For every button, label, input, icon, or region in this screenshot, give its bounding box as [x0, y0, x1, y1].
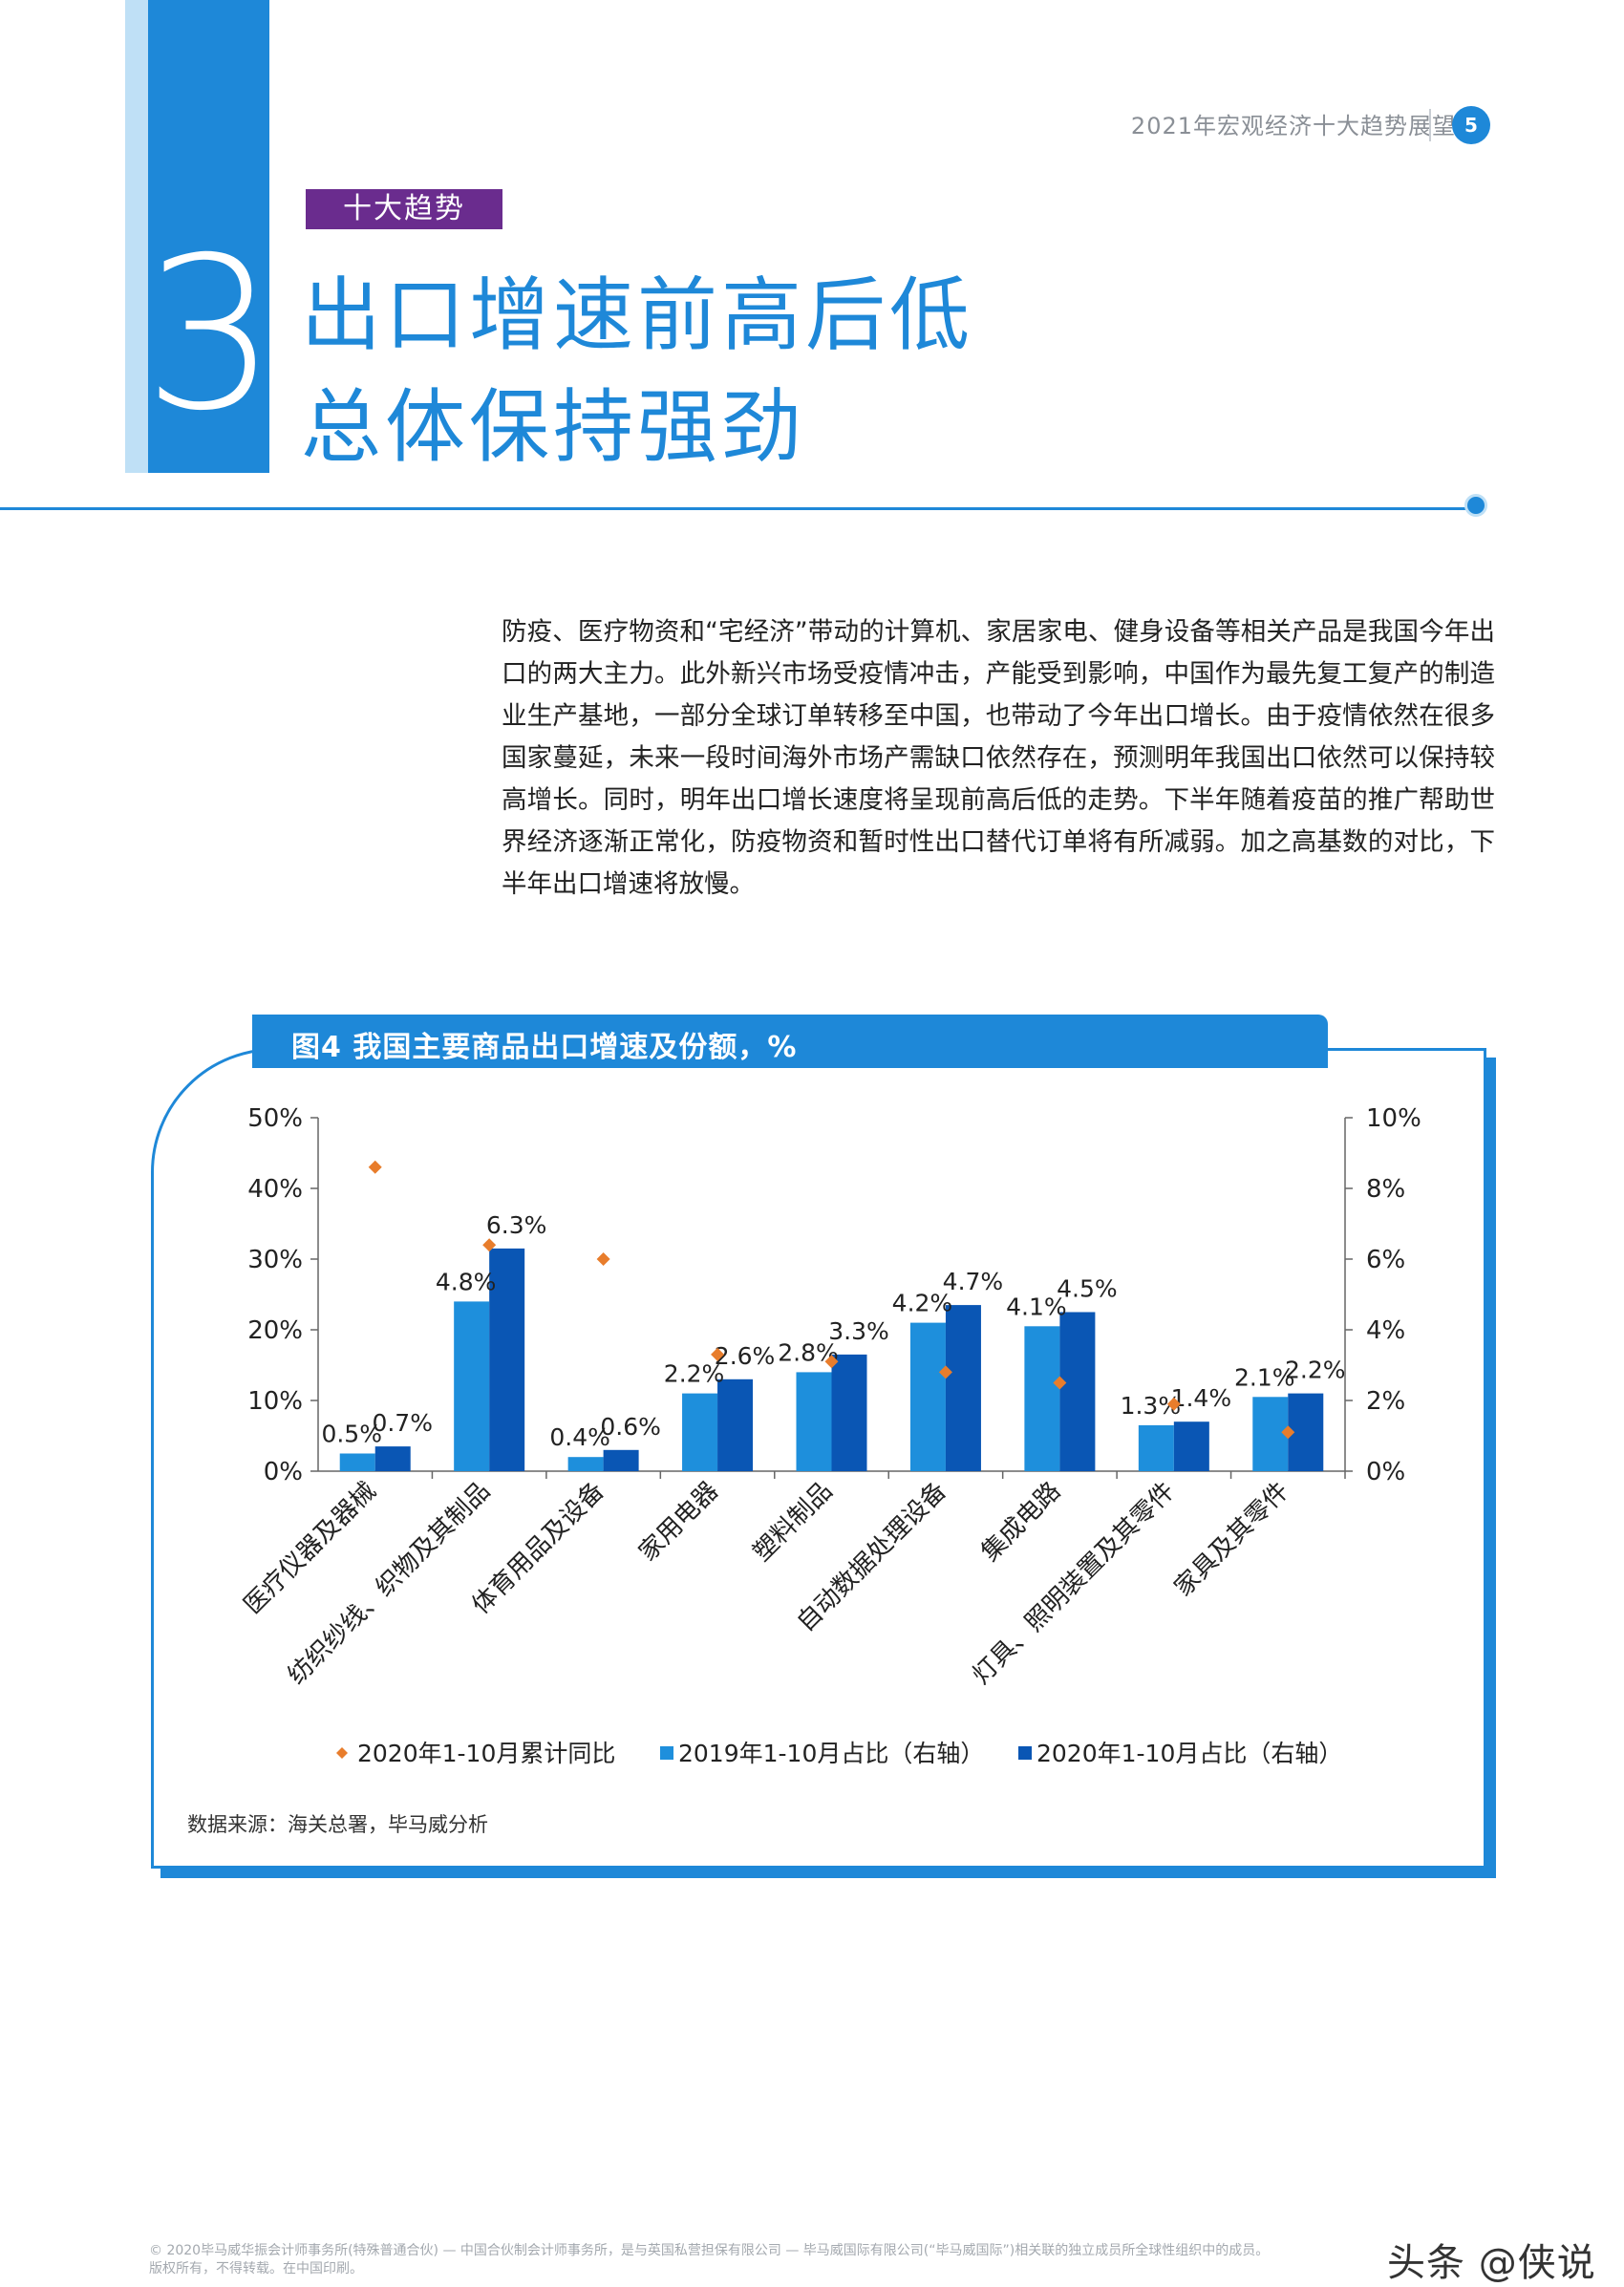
headline-line-1: 出口增速前高后低 — [301, 268, 974, 362]
export-growth-chart: 0%10%20%30%40%50%0%2%4%6%8%10%0.5%0.7%医疗… — [239, 1104, 1421, 1767]
divider-end-dot — [1464, 494, 1487, 517]
page-number-badge: 5 — [1452, 106, 1490, 144]
right-tick-label: 0% — [1366, 1458, 1405, 1486]
bar-2020-share — [717, 1379, 754, 1471]
category-label: 灯具、照明装置及其零件 — [967, 1477, 1180, 1690]
bar-2019-label: 2.1% — [1234, 1363, 1295, 1391]
yoy-growth-marker — [368, 1160, 382, 1174]
bar-2020-label: 0.7% — [372, 1409, 433, 1437]
bar-2020-share — [1173, 1421, 1209, 1471]
bar-2019-label: 4.1% — [1006, 1293, 1067, 1320]
yoy-growth-marker — [1053, 1376, 1067, 1390]
yoy-growth-marker — [1166, 1397, 1181, 1411]
section-tag: 十大趋势 — [306, 189, 502, 229]
legend-swatch-2020 — [1018, 1746, 1032, 1760]
bar-2020-share — [489, 1248, 525, 1471]
category-label: 集成电路 — [976, 1477, 1067, 1568]
bar-2020-share — [603, 1449, 639, 1471]
legend-marker-yoy — [336, 1747, 348, 1759]
legend-label: 2020年1-10月占比（右轴） — [1036, 1740, 1342, 1767]
bar-2020-share — [1059, 1312, 1096, 1471]
section-number: 3 — [143, 212, 277, 457]
bar-2020-share — [831, 1354, 867, 1471]
category-label: 纺织纱线、织物及其制品 — [283, 1477, 496, 1690]
banner-dark-stripe — [148, 0, 269, 473]
bar-2019-share — [339, 1453, 375, 1471]
left-tick-label: 40% — [247, 1175, 303, 1204]
bar-2020-label: 4.7% — [943, 1268, 1004, 1295]
bar-2020-label: 2.2% — [1285, 1357, 1346, 1384]
body-paragraph: 防疫、医疗物资和“宅经济”带动的计算机、家居家电、健身设备等相关产品是我国今年出… — [502, 617, 1495, 899]
legend-label: 2020年1-10月累计同比 — [357, 1740, 615, 1767]
bar-2019-label: 4.8% — [436, 1268, 497, 1295]
bar-2019-share — [1024, 1326, 1060, 1471]
bar-2019-label: 0.5% — [321, 1421, 382, 1448]
legend-label: 2019年1-10月占比（右轴） — [678, 1740, 984, 1767]
bar-2019-share — [1138, 1424, 1174, 1471]
right-tick-label: 6% — [1366, 1246, 1405, 1274]
yoy-growth-marker — [1281, 1425, 1295, 1440]
bar-2019-share — [909, 1322, 946, 1471]
data-source-note: 数据来源：海关总署，毕马威分析 — [187, 1813, 488, 1836]
bar-2020-label: 0.6% — [600, 1413, 661, 1441]
yoy-growth-marker — [482, 1238, 497, 1252]
copyright-line-2: 版权所有，不得转载。在中国印刷。 — [149, 2261, 363, 2276]
yoy-growth-marker — [596, 1252, 610, 1266]
right-tick-label: 4% — [1366, 1316, 1405, 1345]
bar-2019-label: 2.2% — [664, 1360, 725, 1388]
left-tick-label: 10% — [247, 1387, 303, 1416]
bar-2019-label: 0.4% — [549, 1423, 610, 1451]
bar-2020-share — [945, 1305, 981, 1471]
right-tick-label: 8% — [1366, 1175, 1405, 1204]
bar-2020-label: 4.5% — [1057, 1275, 1118, 1303]
bar-2019-share — [796, 1372, 832, 1471]
legend-swatch-2019 — [660, 1746, 673, 1760]
figure-title: 图4 我国主要商品出口增速及份额，% — [291, 1031, 798, 1064]
left-tick-label: 0% — [264, 1458, 303, 1486]
bar-2019-share — [567, 1457, 604, 1471]
bar-2020-share — [374, 1446, 411, 1471]
bar-2020-label: 3.3% — [828, 1317, 889, 1345]
bar-2020-label: 1.4% — [1171, 1384, 1232, 1412]
right-tick-label: 10% — [1366, 1104, 1421, 1133]
category-label: 家用电器 — [633, 1477, 724, 1568]
left-tick-label: 50% — [247, 1104, 303, 1133]
left-tick-label: 20% — [247, 1316, 303, 1345]
document-title: 2021年宏观经济十大趋势展望 — [1130, 113, 1456, 139]
bar-2019-share — [1252, 1397, 1289, 1471]
yoy-growth-marker — [938, 1365, 952, 1379]
copyright-footer: © 2020毕马威华振会计师事务所(特殊普通合伙) — 中国合伙制会计师事务所，… — [149, 2242, 1467, 2278]
header-divider — [1429, 109, 1431, 141]
bar-2019-share — [454, 1301, 490, 1471]
banner-light-stripe — [125, 0, 148, 473]
watermark-text: 头条 @侠说 — [1387, 2241, 1596, 2285]
yoy-growth-marker — [711, 1347, 725, 1361]
yoy-growth-marker — [824, 1355, 839, 1369]
section-divider-line — [0, 507, 1471, 510]
figure-title-bar — [252, 1015, 1328, 1068]
bar-2019-label: 4.2% — [892, 1290, 953, 1317]
bar-2019-share — [682, 1393, 718, 1471]
right-tick-label: 2% — [1366, 1387, 1405, 1416]
category-label: 塑料制品 — [748, 1477, 839, 1568]
copyright-line-1: © 2020毕马威华振会计师事务所(特殊普通合伙) — 中国合伙制会计师事务所，… — [149, 2243, 1270, 2258]
bar-2020-label: 2.6% — [715, 1342, 776, 1370]
left-tick-label: 30% — [247, 1246, 303, 1274]
headline-line-2: 总体保持强劲 — [301, 380, 806, 474]
category-label: 家具及其零件 — [1169, 1477, 1295, 1603]
bar-2020-label: 6.3% — [486, 1211, 547, 1239]
